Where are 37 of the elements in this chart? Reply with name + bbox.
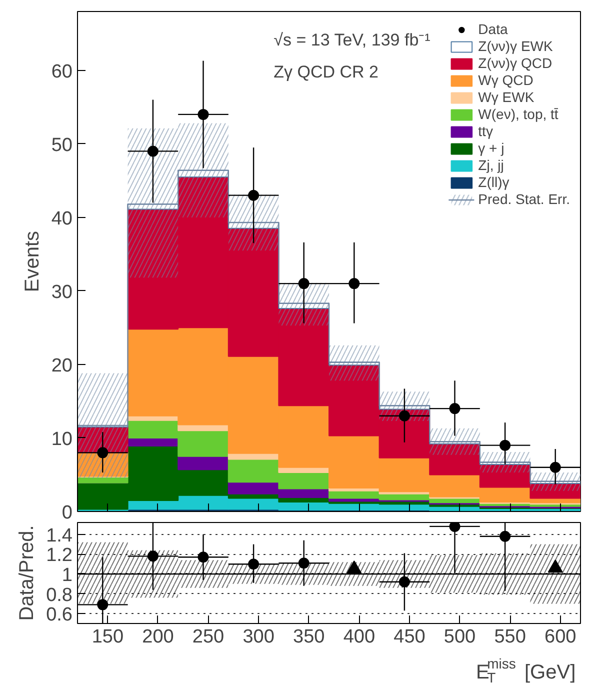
- x-tick-label: 300: [242, 626, 274, 648]
- x-tick-label: 150: [92, 626, 124, 648]
- y-tick-label: 10: [51, 428, 73, 450]
- y-tick-label: 1.4: [46, 525, 73, 546]
- legend-label: Data: [478, 21, 508, 37]
- legend-label: ttγ: [478, 123, 494, 139]
- x-tick-label: 500: [444, 626, 476, 648]
- legend-label: Wγ EWK: [478, 89, 534, 105]
- y-tick-label: 0.8: [46, 584, 73, 606]
- y-tick-label: 40: [51, 208, 73, 230]
- legend-label: Z(νν)γ QCD: [478, 55, 552, 71]
- x-tick-label: 600: [544, 626, 576, 648]
- x-tick-label: 350: [293, 626, 325, 648]
- annotation: Zγ QCD CR 2: [274, 62, 379, 82]
- x-tick-label: 200: [142, 626, 174, 648]
- legend-label: γ + j: [478, 140, 504, 156]
- y-axis-title: Events: [21, 230, 44, 292]
- y-tick-label: 30: [51, 282, 73, 303]
- y-tick-label: 50: [51, 134, 73, 156]
- legend-label: Zj, jj: [478, 157, 504, 173]
- legend-label: Wγ QCD: [478, 72, 534, 88]
- legend-label: W(eν), top, tt̄: [478, 106, 558, 122]
- y-tick-label: 0.6: [46, 604, 73, 626]
- legend-label: Z(νν)γ EWK: [478, 38, 553, 54]
- y-tick-label: 20: [51, 355, 73, 376]
- legend-label: Pred. Stat. Err.: [478, 191, 570, 207]
- y-tick-label: 0: [62, 502, 73, 524]
- y-tick-label: 60: [51, 61, 73, 82]
- y-axis-title: Data/Pred.: [16, 525, 38, 621]
- y-tick-label: 1: [62, 564, 73, 586]
- legend-label: Z(ll)γ: [478, 174, 510, 190]
- x-tick-label: 450: [394, 626, 426, 648]
- annotation: √s = 13 TeV, 139 fb⁻¹: [274, 30, 431, 50]
- y-tick-label: 1.2: [46, 545, 73, 566]
- x-tick-label: 250: [192, 626, 224, 648]
- x-tick-label: 550: [494, 626, 526, 648]
- x-tick-label: 400: [343, 626, 376, 648]
